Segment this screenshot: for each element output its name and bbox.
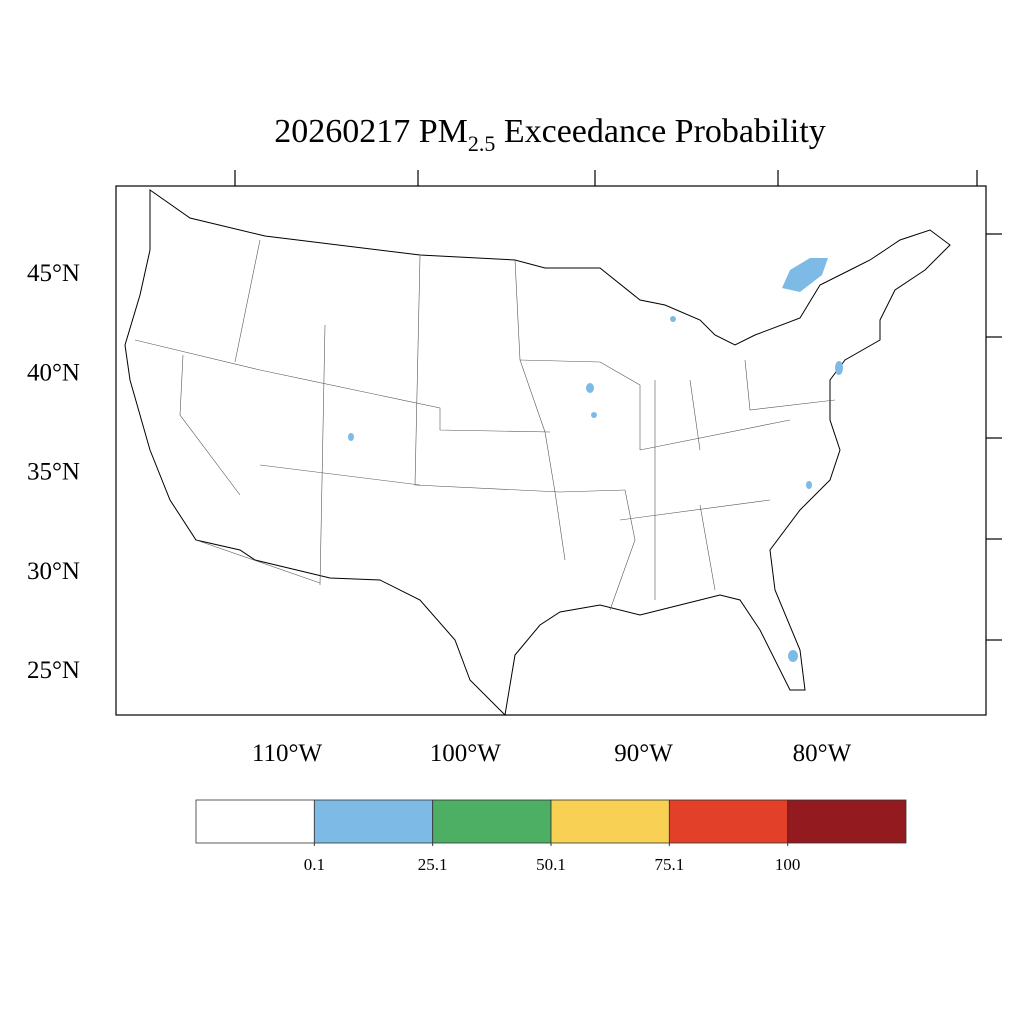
colorbar-label: 50.1 bbox=[536, 855, 566, 874]
us-outline bbox=[124, 189, 951, 717]
lon-label: 110°W bbox=[252, 740, 323, 767]
title-subscript: 2.5 bbox=[468, 131, 496, 156]
colorbar-label: 75.1 bbox=[654, 855, 684, 874]
map bbox=[115, 170, 1002, 717]
axis-labels: 45°N 40°N 35°N 30°N 25°N 110°W 100°W 90°W 80°W bbox=[27, 260, 852, 767]
title-rest: Exceedance Probability bbox=[504, 113, 826, 150]
state-lines bbox=[134, 239, 836, 611]
lat-label: 35°N bbox=[27, 459, 80, 486]
colorbar-label: 100 bbox=[775, 855, 801, 874]
colorbar-box bbox=[787, 799, 907, 844]
frame-ticks bbox=[234, 170, 1002, 641]
lat-label: 40°N bbox=[27, 359, 80, 386]
lon-label: 90°W bbox=[614, 740, 673, 767]
lat-label: 30°N bbox=[27, 558, 80, 585]
title: 20260217 PM2.5 Exceedance Probability bbox=[274, 113, 826, 159]
colorbar-label: 0.1 bbox=[304, 855, 325, 874]
map-frame bbox=[115, 185, 987, 716]
lat-label: 45°N bbox=[27, 260, 80, 287]
exceedance-areas bbox=[348, 258, 843, 662]
title-pollutant: PM bbox=[419, 113, 468, 150]
colorbar-label: 25.1 bbox=[418, 855, 448, 874]
colorbar-box bbox=[550, 799, 670, 844]
lat-label: 25°N bbox=[27, 657, 80, 684]
colorbar: 0.1 25.1 50.1 75.1 100 bbox=[195, 799, 907, 874]
colorbar-box bbox=[432, 799, 552, 844]
colorbar-box bbox=[313, 799, 434, 844]
colorbar-box bbox=[668, 799, 789, 844]
colorbar-box bbox=[195, 799, 315, 844]
title-date: 20260217 bbox=[274, 113, 410, 150]
lon-label: 80°W bbox=[793, 740, 852, 767]
lon-label: 100°W bbox=[430, 740, 501, 767]
